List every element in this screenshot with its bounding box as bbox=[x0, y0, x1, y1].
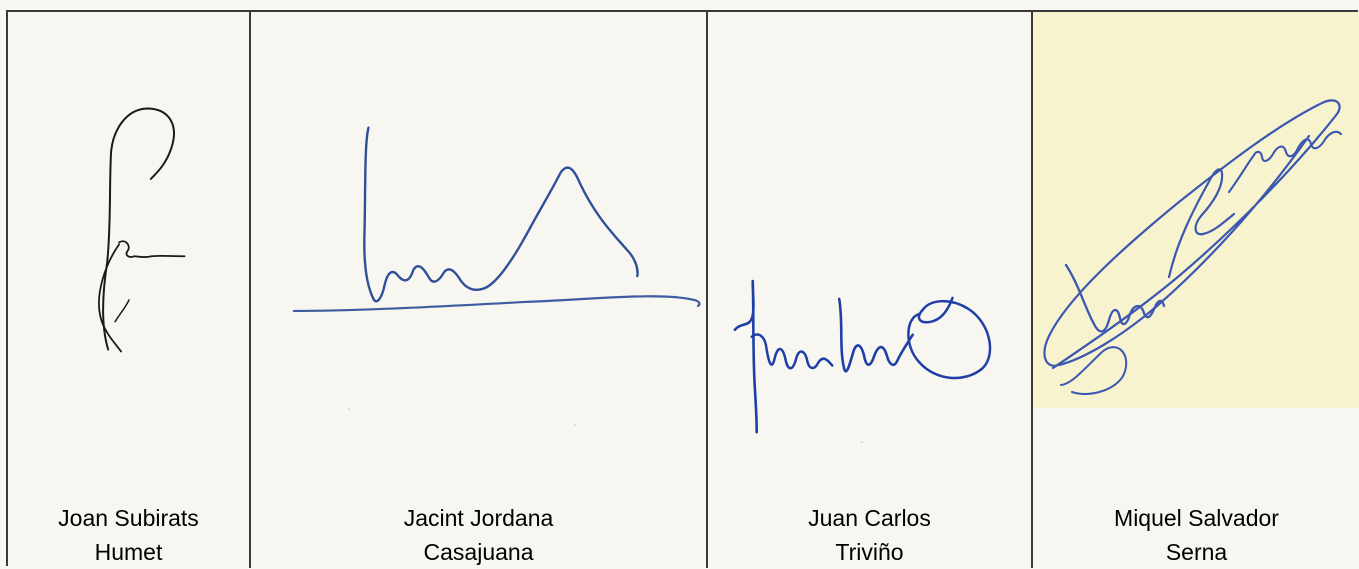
paper-speck bbox=[1123, 514, 1125, 516]
signatory-name-4-line-1: Miquel Salvador bbox=[1114, 505, 1279, 531]
signatory-name-3: Juan Carlos Triviño bbox=[708, 501, 1031, 568]
signatory-name-1-line-2: Humet bbox=[94, 539, 163, 565]
handwritten-signature-2 bbox=[292, 126, 701, 313]
signatory-name-2: Jacint Jordana Casajuana bbox=[251, 501, 706, 568]
signatory-name-1-line-1: Joan Subirats bbox=[58, 505, 199, 531]
handwritten-signature-1 bbox=[98, 107, 186, 353]
handwritten-signature-3 bbox=[733, 279, 992, 434]
signature-cell-4: Miquel Salvador Serna bbox=[1033, 12, 1359, 568]
paper-speck bbox=[861, 441, 863, 443]
signatory-name-3-line-2: Triviño bbox=[835, 539, 904, 565]
signatory-name-4: Miquel Salvador Serna bbox=[1033, 501, 1359, 568]
signature-cell-3: Juan Carlos Triviño bbox=[708, 12, 1033, 568]
signatory-name-2-line-1: Jacint Jordana bbox=[403, 505, 554, 531]
signature-cell-2: Jacint Jordana Casajuana bbox=[251, 12, 708, 568]
signature-cell-1: Joan Subirats Humet bbox=[8, 12, 251, 568]
signatory-name-4-line-2: Serna bbox=[1165, 539, 1228, 565]
signatory-name-2-line-2: Casajuana bbox=[423, 539, 534, 565]
handwritten-signature-4 bbox=[1043, 99, 1343, 395]
paper-speck bbox=[574, 424, 576, 426]
signatory-name-1: Joan Subirats Humet bbox=[8, 501, 249, 568]
signature-table: Joan Subirats Humet Jacint Jordana Casaj… bbox=[6, 10, 1359, 568]
paper-speck bbox=[1233, 523, 1235, 525]
signatory-name-3-line-1: Juan Carlos bbox=[808, 505, 931, 531]
paper-speck bbox=[348, 408, 350, 410]
yellow-note-paper bbox=[1033, 12, 1359, 408]
